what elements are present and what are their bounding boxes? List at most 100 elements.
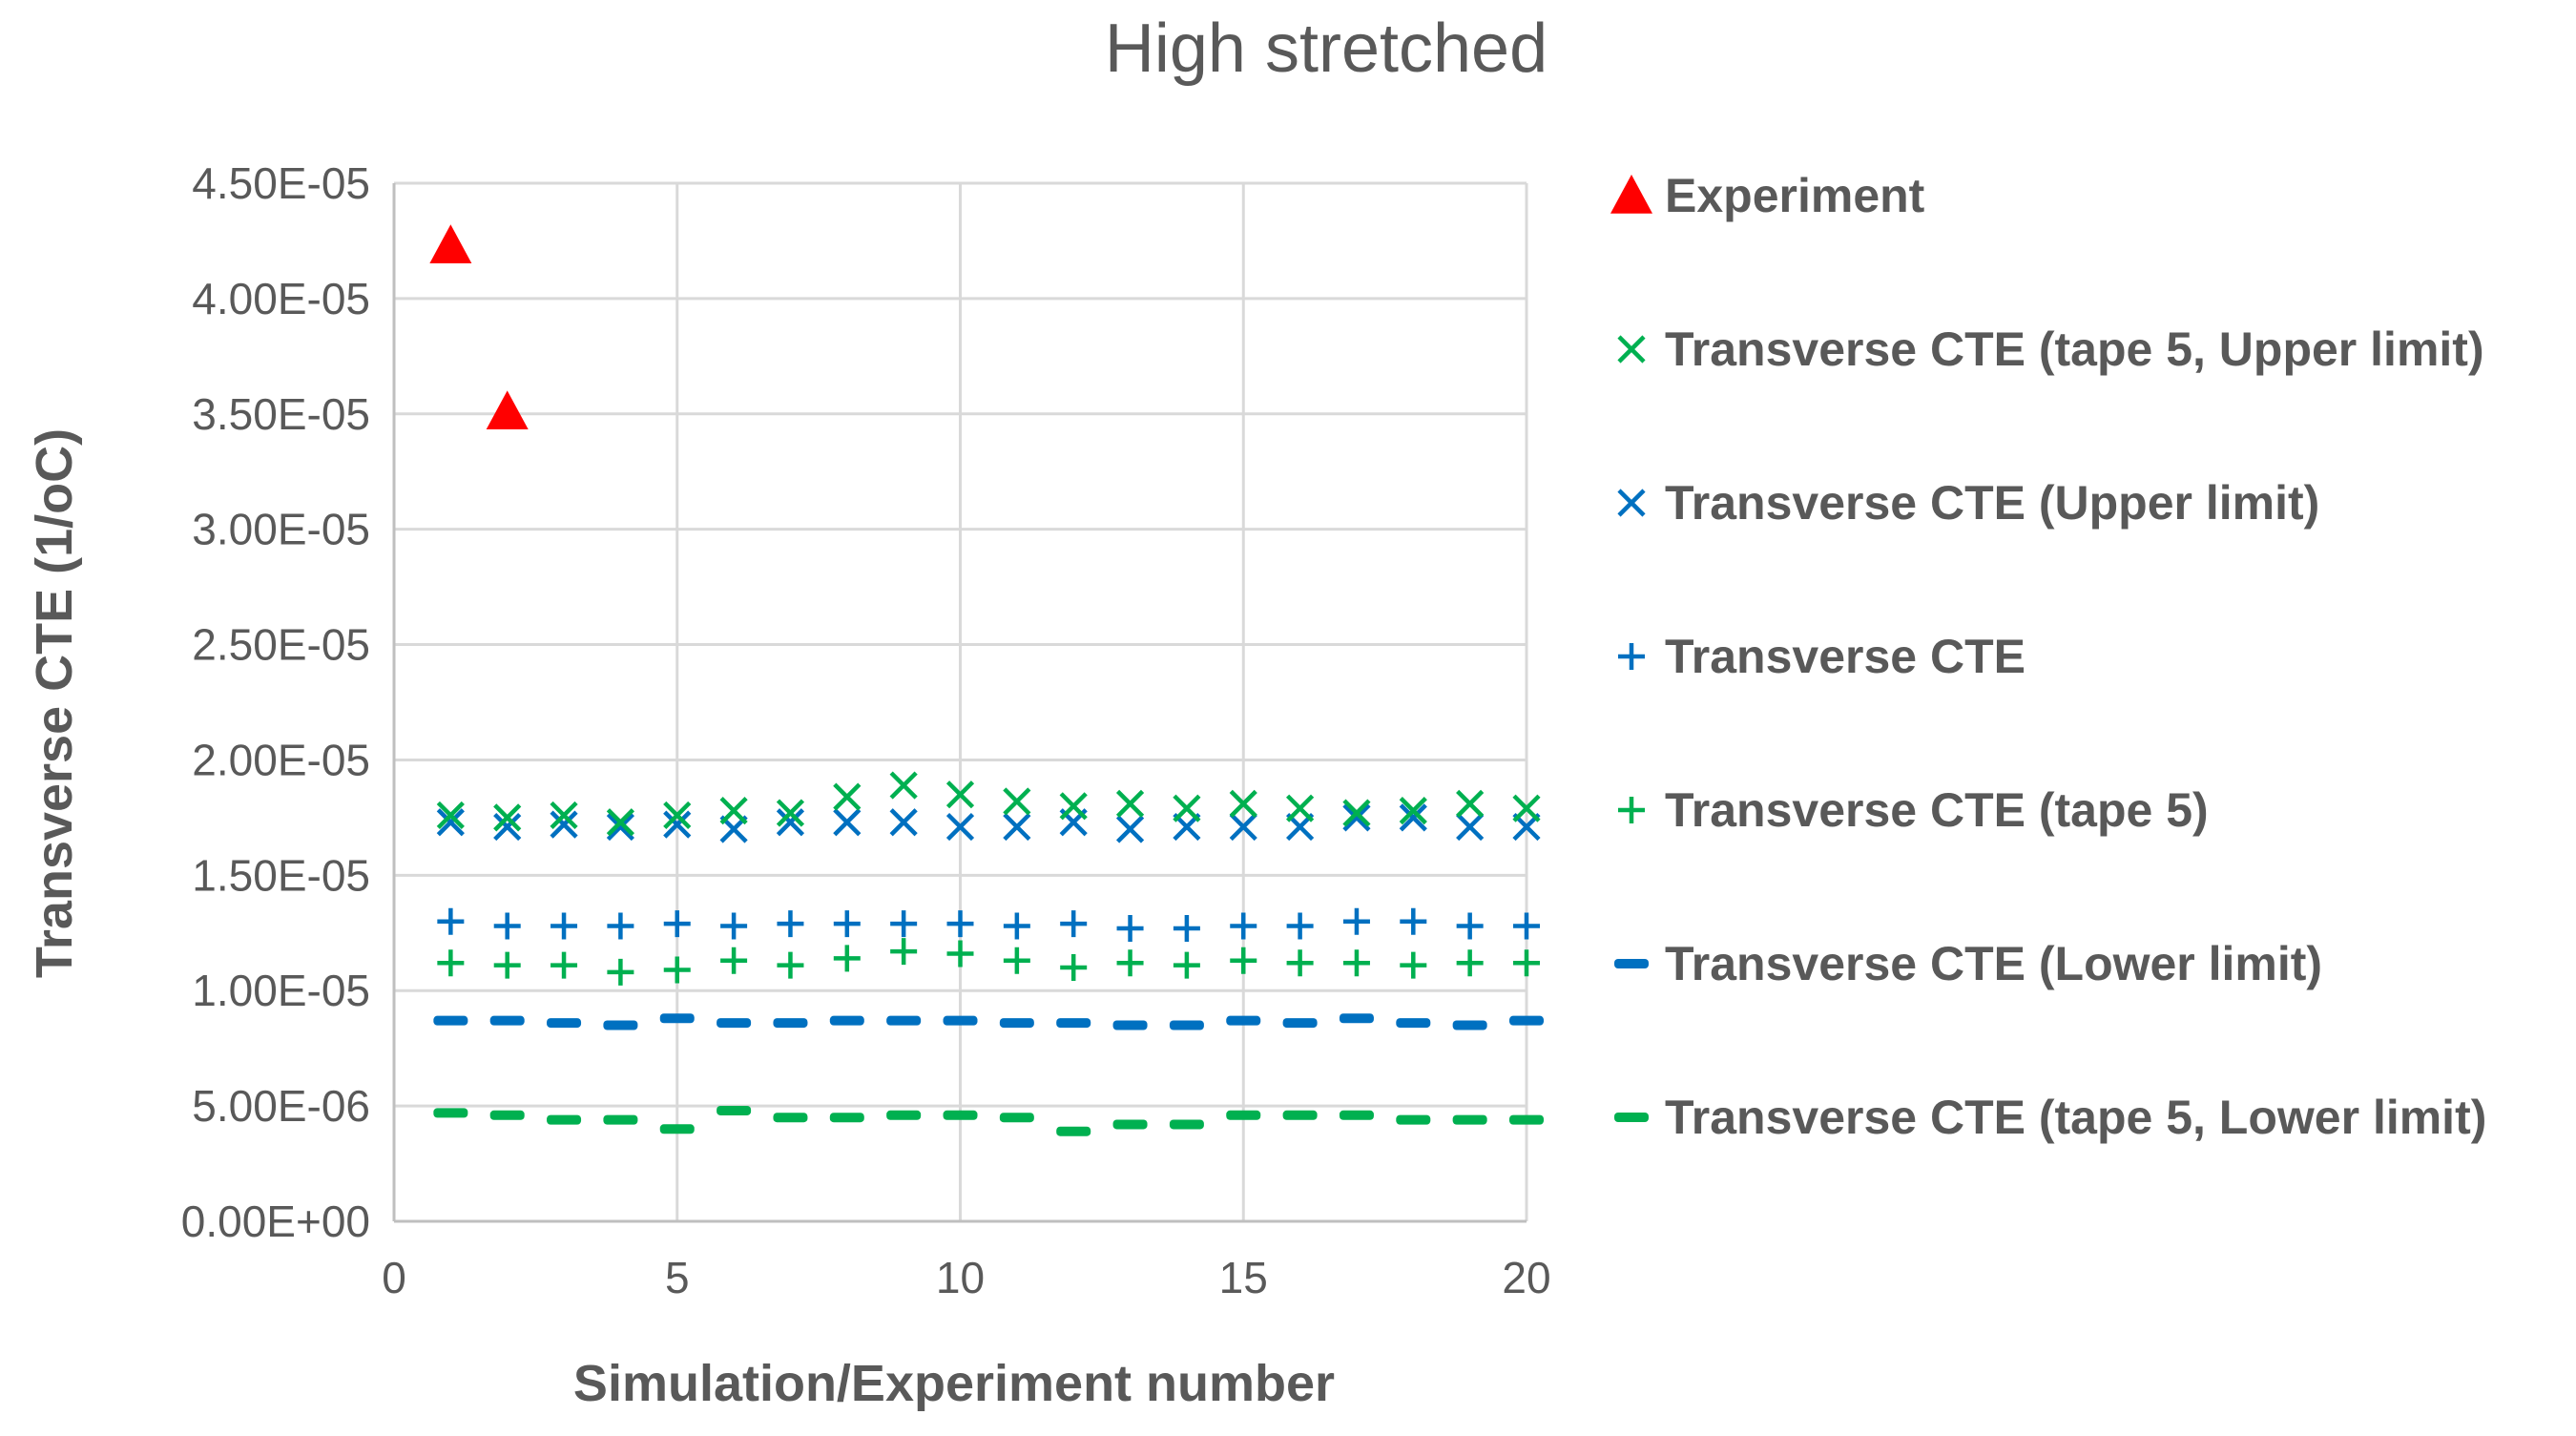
- data-point: [1230, 947, 1257, 974]
- legend-label: Transverse CTE (Lower limit): [1665, 937, 2322, 990]
- data-point: [777, 910, 804, 938]
- y-tick-label: 2.50E-05: [192, 620, 370, 670]
- data-point: [777, 951, 804, 979]
- data-point: [489, 1110, 525, 1120]
- legend-label: Transverse CTE (tape 5, Lower limit): [1665, 1091, 2486, 1144]
- y-tick-label: 3.00E-05: [192, 505, 370, 554]
- data-point: [1173, 951, 1200, 979]
- data-point: [943, 1015, 978, 1026]
- data-point: [1509, 1015, 1544, 1026]
- legend-marker: [1614, 959, 1649, 968]
- data-point: [717, 1018, 752, 1029]
- data-point: [659, 1013, 695, 1024]
- data-point: [1342, 949, 1370, 977]
- series-5: [433, 1013, 1544, 1030]
- data-point: [1513, 949, 1540, 977]
- data-point: [945, 780, 975, 809]
- data-point: [493, 912, 521, 940]
- data-point: [999, 1018, 1034, 1029]
- legend-label: Transverse CTE (Upper limit): [1665, 476, 2319, 530]
- legend-item: Transverse CTE (tape 5): [1618, 783, 2209, 837]
- data-point: [719, 797, 748, 825]
- data-point: [433, 1015, 468, 1026]
- data-point: [1003, 912, 1030, 940]
- legend-label: Transverse CTE (tape 5): [1665, 783, 2209, 837]
- legend-item: Transverse CTE (Upper limit): [1617, 476, 2319, 530]
- data-point: [606, 808, 634, 837]
- data-point: [1060, 954, 1088, 982]
- data-point: [833, 945, 861, 972]
- data-point: [1342, 803, 1371, 832]
- series-2: [436, 803, 1541, 843]
- data-point: [493, 803, 522, 832]
- data-point: [889, 771, 918, 800]
- data-point: [1059, 792, 1088, 821]
- data-point: [889, 808, 918, 837]
- x-tick-label: 10: [936, 1253, 985, 1302]
- data-point: [833, 782, 862, 811]
- data-point: [773, 1018, 808, 1029]
- legend: Experiment Transverse CTE (tape 5, Upper …: [1610, 169, 2486, 1144]
- data-point: [890, 910, 918, 938]
- y-tick-label: 4.00E-05: [192, 274, 370, 323]
- data-point: [1509, 1114, 1544, 1125]
- data-point: [1399, 797, 1427, 825]
- data-point: [776, 799, 805, 827]
- data-point: [1112, 1119, 1148, 1130]
- data-point: [1339, 1110, 1374, 1120]
- legend-label: Transverse CTE (tape 5, Upper limit): [1665, 323, 2484, 376]
- data-point: [1115, 789, 1145, 818]
- data-point: [603, 1114, 638, 1125]
- y-tick-labels: 0.00E+00 5.00E-06 1.00E-05 1.50E-05 2.00E-05…: [181, 158, 370, 1246]
- legend-marker: [1617, 335, 1646, 364]
- data-point: [429, 224, 472, 263]
- data-point: [486, 390, 529, 430]
- x-tick-label: 5: [665, 1253, 690, 1302]
- data-point: [1456, 912, 1484, 940]
- legend-marker: [1610, 175, 1652, 214]
- series-1: [436, 771, 1541, 837]
- data-point: [945, 812, 975, 842]
- data-point: [1169, 1119, 1204, 1130]
- series-layer: [429, 224, 1544, 1136]
- data-point: [776, 808, 805, 837]
- data-point: [1229, 812, 1257, 842]
- data-point: [946, 940, 974, 968]
- data-point: [547, 1114, 582, 1125]
- data-point: [1342, 907, 1370, 935]
- data-point: [433, 1108, 468, 1118]
- legend-label: Transverse CTE: [1665, 630, 2025, 683]
- data-point: [547, 1018, 582, 1029]
- y-tick-label: 3.50E-05: [192, 389, 370, 439]
- data-point: [1003, 787, 1031, 816]
- data-point: [436, 801, 465, 830]
- data-point: [1173, 914, 1200, 942]
- data-point: [1286, 949, 1314, 977]
- data-point: [1339, 1013, 1374, 1024]
- legend-label: Experiment: [1665, 169, 1925, 222]
- chart-title: High stretched: [1105, 10, 1548, 87]
- data-point: [550, 801, 578, 830]
- x-axis-title: Simulation/Experiment number: [573, 1355, 1335, 1412]
- data-point: [1169, 1020, 1204, 1030]
- data-point: [606, 812, 634, 842]
- x-tick-label: 0: [382, 1253, 406, 1302]
- x-tick-label: 20: [1502, 1253, 1550, 1302]
- series-3: [437, 907, 1540, 942]
- data-point: [1003, 812, 1031, 842]
- series-4: [437, 938, 1540, 986]
- data-point: [1226, 1015, 1261, 1026]
- data-point: [1282, 1018, 1318, 1029]
- data-point: [886, 1110, 922, 1120]
- legend-item: Transverse CTE (Lower limit): [1614, 937, 2322, 990]
- data-point: [1452, 1114, 1487, 1125]
- legend-marker: [1614, 1113, 1649, 1122]
- data-point: [829, 1015, 864, 1026]
- data-point: [551, 912, 578, 940]
- data-point: [1342, 799, 1371, 827]
- y-tick-label: 4.50E-05: [192, 158, 370, 208]
- y-tick-label: 0.00E+00: [181, 1197, 370, 1246]
- data-point: [603, 1020, 638, 1030]
- data-point: [833, 808, 862, 837]
- data-point: [886, 1015, 922, 1026]
